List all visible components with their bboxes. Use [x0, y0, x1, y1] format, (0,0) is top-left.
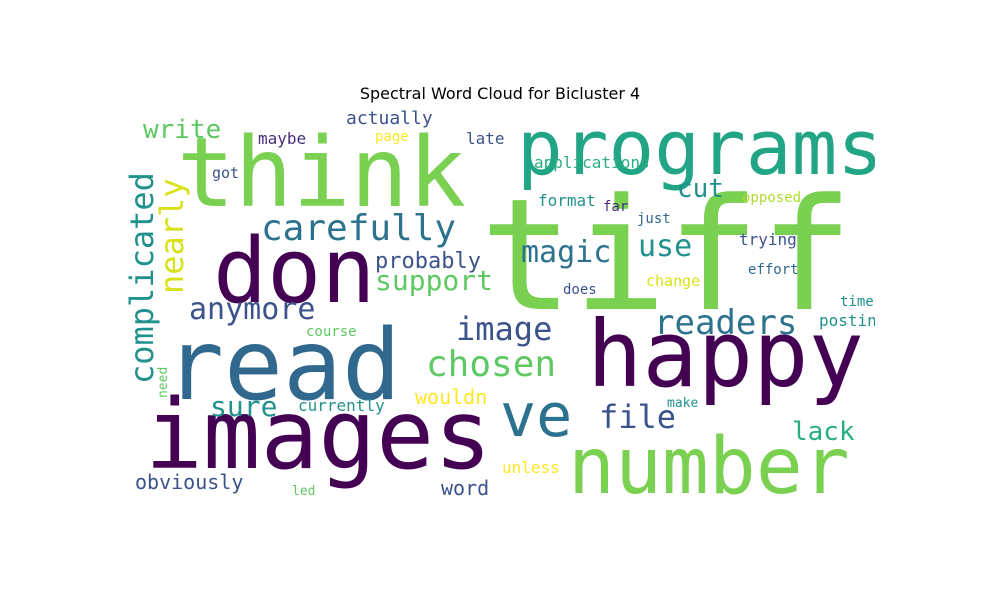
- word-support: support: [375, 264, 493, 297]
- word-images: images: [145, 379, 492, 491]
- word-sure: sure: [210, 390, 277, 423]
- word-word: word: [441, 476, 489, 496]
- word-make: make: [667, 396, 698, 411]
- word-programs: programs: [517, 106, 875, 192]
- word-page: page: [375, 129, 409, 145]
- word-ve: ve: [500, 381, 572, 451]
- word-got: got: [212, 164, 239, 182]
- word-cut: cut: [677, 174, 724, 204]
- word-currently: currently: [298, 396, 385, 415]
- word-led: led: [292, 484, 315, 496]
- word-late: late: [466, 129, 505, 148]
- chart-title: Spectral Word Cloud for Bicluster 4: [359, 84, 641, 103]
- word-lack: lack: [792, 417, 855, 447]
- word-magic: magic: [521, 235, 611, 270]
- word-use: use: [638, 229, 692, 264]
- word-image: image: [456, 310, 552, 348]
- word-posting: posting: [819, 311, 875, 330]
- word-anymore: anymore: [189, 292, 315, 327]
- word-probably: probably: [375, 249, 481, 274]
- word-happy: happy: [587, 301, 864, 408]
- word-trying: trying: [739, 230, 797, 249]
- word-wouldn: wouldn: [415, 385, 487, 409]
- word-time: time: [840, 294, 874, 310]
- word-think: think: [177, 117, 466, 229]
- word-write: write: [143, 115, 221, 145]
- word-unless: unless: [502, 458, 560, 477]
- word-number: number: [568, 422, 850, 496]
- word-change: change: [646, 272, 700, 290]
- word-need: need: [156, 367, 171, 398]
- word-nearly: nearly: [153, 178, 191, 294]
- word-carefully: carefully: [261, 208, 456, 249]
- word-course: course: [306, 324, 357, 340]
- word-file: file: [599, 398, 676, 436]
- word-just: just: [637, 211, 671, 227]
- word-opposed: opposed: [742, 190, 801, 206]
- word-readers: readers: [654, 303, 797, 343]
- word-format: format: [538, 191, 596, 210]
- word-far: far: [603, 199, 628, 215]
- word-read: read: [165, 309, 401, 423]
- word-effort: effort: [748, 262, 799, 278]
- word-don: don: [213, 219, 376, 324]
- word-chosen: chosen: [426, 344, 556, 385]
- word-actually: actually: [346, 108, 433, 129]
- word-complicated: complicated: [125, 172, 161, 384]
- word-maybe: maybe: [258, 129, 306, 148]
- word-tiff: tiff: [480, 165, 853, 346]
- word-applications: applications: [534, 153, 650, 172]
- word-obviously: obviously: [135, 470, 243, 494]
- word-cloud: tiff programs think don read happy images numbe…: [125, 106, 875, 496]
- word-does: does: [563, 282, 597, 298]
